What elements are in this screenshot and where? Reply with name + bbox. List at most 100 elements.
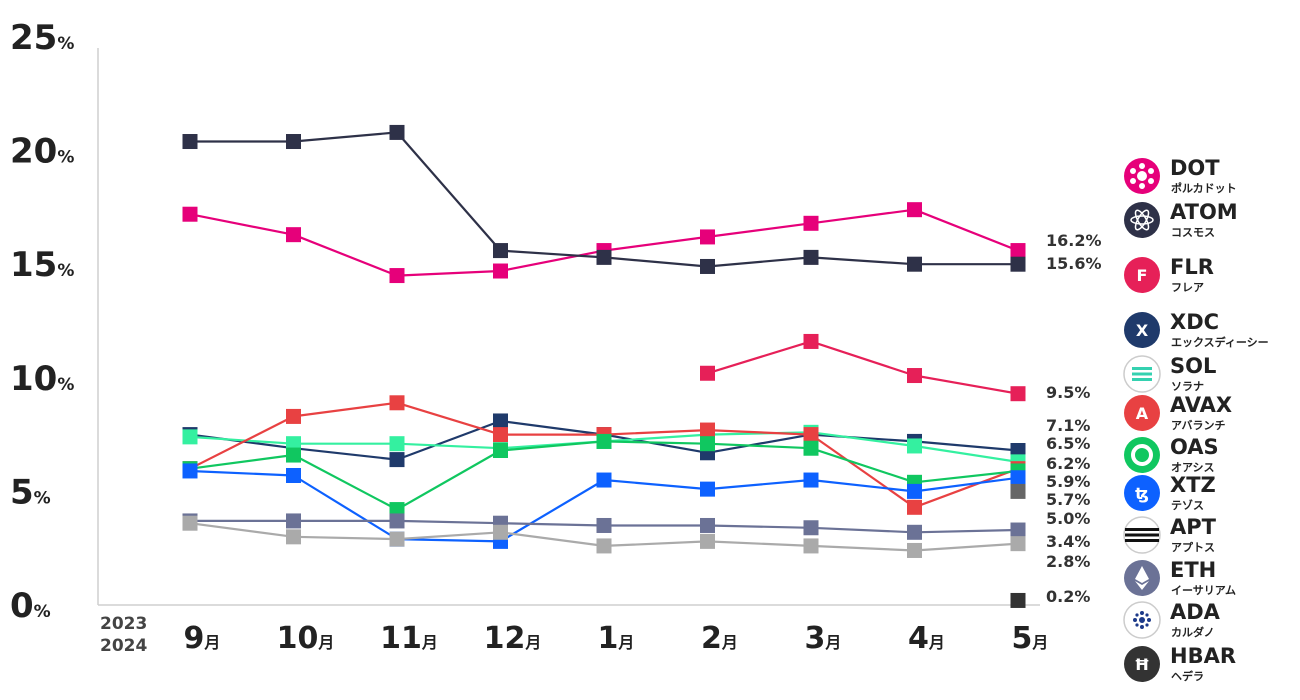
x-tick-unit: 月 <box>928 633 945 652</box>
data-point-atom <box>182 134 198 150</box>
x-tick-label: 3月 <box>805 621 842 656</box>
xtz-logo-icon: ꜩ <box>1124 475 1160 511</box>
legend-label-jp: オアシス <box>1171 461 1215 474</box>
data-point-dot <box>389 268 405 284</box>
end-value-label: 2.8% <box>1046 552 1090 571</box>
data-point-ada <box>389 531 405 547</box>
data-point-ada <box>803 538 819 554</box>
x-tick-unit: 月 <box>203 633 220 652</box>
end-value-label: 6.2% <box>1046 454 1090 473</box>
data-point-avax <box>803 427 819 443</box>
end-value-label: 0.2% <box>1046 587 1090 606</box>
x-tick-month: 5 <box>1012 621 1033 656</box>
data-point-xdc <box>389 452 405 468</box>
x-tick-month: 9 <box>184 621 205 656</box>
x-tick-label: 4月 <box>908 621 945 656</box>
apt-logo-icon <box>1123 516 1161 554</box>
x-tick-month: 12 <box>484 621 526 656</box>
x-axis-labels: 2023 2024 9月 10月 11月 12月 1月 2月 3月 4月 5月 <box>100 614 1048 656</box>
svg-text:F: F <box>1137 266 1148 285</box>
data-point-avax <box>907 499 922 515</box>
legend-label: APT <box>1170 515 1217 539</box>
y-tick-unit: % <box>34 488 51 508</box>
y-tick-value: 25 <box>10 18 57 58</box>
data-point-atom <box>803 249 819 265</box>
legend-label: XDC <box>1170 310 1219 334</box>
legend-item-sol: SOL ソラナ <box>1123 354 1216 393</box>
data-point-hbar <box>1010 592 1026 608</box>
data-point-oas <box>803 440 819 456</box>
data-point-xtz <box>803 472 819 488</box>
x-tick-label: 12月 <box>484 621 542 656</box>
data-point-dot <box>286 227 301 243</box>
x-tick-label: 5月 <box>1012 621 1049 656</box>
data-point-dot <box>700 229 715 245</box>
atom-logo-icon <box>1124 202 1160 238</box>
data-point-atom <box>493 243 508 259</box>
data-point-eth <box>803 520 819 536</box>
data-point-xtz <box>907 483 922 499</box>
data-point-ada <box>286 529 301 545</box>
legend-label-jp: ヘデラ <box>1171 669 1204 683</box>
data-point-xtz <box>596 472 612 488</box>
x-tick-unit: 月 <box>1031 633 1048 652</box>
x-tick-month: 1 <box>598 621 619 656</box>
x-tick-unit: 月 <box>524 633 541 652</box>
data-point-sol <box>907 438 922 454</box>
data-point-avax <box>286 408 301 424</box>
data-point-atom <box>286 134 301 150</box>
y-tick-value: 0 <box>10 586 34 626</box>
x-tick-unit: 月 <box>617 633 634 652</box>
end-value-labels: 16.2% 15.6% 9.5% 7.1%6.5%6.2%5.9%5.7%5.0% 3.… <box>1046 231 1102 606</box>
series-line-avax <box>189 401 1019 509</box>
data-point-xtz <box>286 467 301 483</box>
legend-label: OAS <box>1170 435 1219 459</box>
year-label-end: 2024 <box>100 636 147 656</box>
data-point-ada <box>493 524 508 540</box>
y-tick-unit: % <box>34 602 51 622</box>
data-point-dot <box>803 215 819 231</box>
legend-label: XTZ <box>1170 473 1216 497</box>
series-markers <box>182 124 1026 608</box>
data-point-flr <box>700 365 715 381</box>
data-point-atom <box>907 256 922 272</box>
data-point-eth <box>389 513 405 529</box>
legend-label: ATOM <box>1170 200 1238 224</box>
legend-label-jp: ポルカドット <box>1171 181 1237 195</box>
year-label-start: 2023 <box>100 614 147 634</box>
data-point-oas <box>493 443 508 459</box>
end-value-label: 16.2% <box>1046 231 1102 250</box>
end-value-label: 9.5% <box>1046 383 1090 402</box>
x-tick-month: 3 <box>805 621 826 656</box>
x-tick-month: 4 <box>908 621 929 656</box>
data-point-oas <box>596 433 612 449</box>
legend-label: SOL <box>1170 354 1216 378</box>
legend-label-jp: イーサリアム <box>1171 584 1236 597</box>
series-line-dot <box>189 208 1019 277</box>
svg-text:Ħ: Ħ <box>1134 655 1150 674</box>
data-point-dot <box>493 263 508 279</box>
data-point-atom <box>596 249 612 265</box>
data-point-xtz <box>700 481 715 497</box>
data-point-flr <box>907 368 922 384</box>
x-tick-unit: 月 <box>824 633 841 652</box>
xdc-logo-icon: X <box>1124 312 1160 348</box>
y-tick-unit: % <box>57 34 74 54</box>
data-point-avax <box>700 422 715 438</box>
y-tick-value: 15 <box>10 245 57 285</box>
legend-item-avax: A AVAX アバランチ <box>1124 393 1232 432</box>
legend-label: ETH <box>1170 558 1216 582</box>
legend-label-jp: カルダノ <box>1171 625 1215 639</box>
hbar-logo-icon: Ħ <box>1124 646 1160 682</box>
y-axis-labels: 0%5%10%15%20%25% <box>10 18 74 626</box>
svg-text:A: A <box>1136 404 1149 423</box>
data-point-ada <box>182 515 198 531</box>
end-value-label: 5.9% <box>1046 472 1090 491</box>
data-point-atom <box>1010 256 1026 272</box>
x-tick-unit: 月 <box>721 633 738 652</box>
data-point-sol <box>182 429 198 445</box>
